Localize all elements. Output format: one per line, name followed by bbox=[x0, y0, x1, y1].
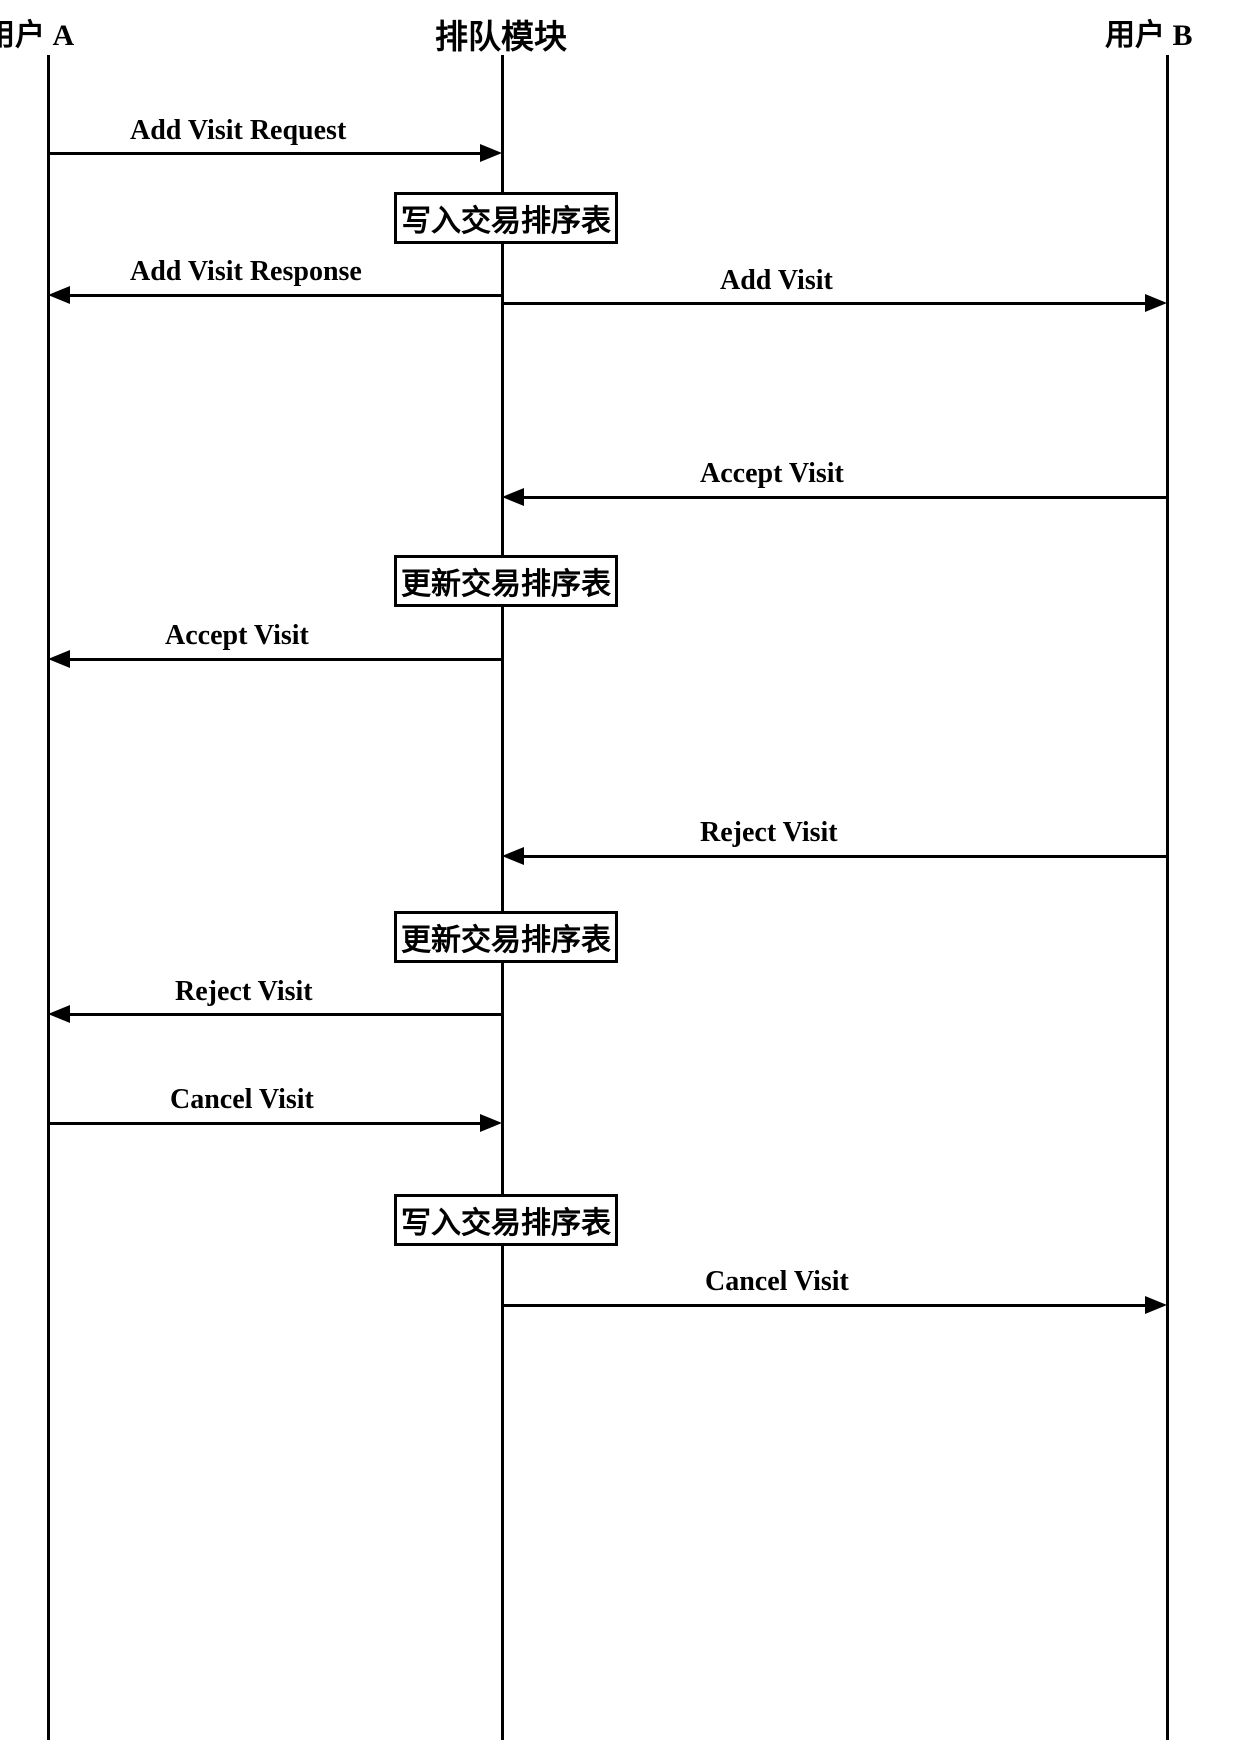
message-line-6 bbox=[68, 1013, 502, 1016]
actor-label-A: 用户 A bbox=[0, 10, 74, 54]
message-line-2 bbox=[502, 302, 1147, 305]
message-label-0: Add Visit Request bbox=[130, 115, 346, 147]
message-arrowhead-8 bbox=[1145, 1296, 1167, 1314]
message-line-4 bbox=[68, 658, 502, 661]
message-label-8: Cancel Visit bbox=[705, 1266, 849, 1298]
message-line-8 bbox=[502, 1304, 1147, 1307]
message-line-1 bbox=[68, 294, 502, 297]
message-arrowhead-1 bbox=[48, 286, 70, 304]
process-box-0: 写入交易排序表 bbox=[394, 192, 618, 244]
message-arrowhead-7 bbox=[480, 1114, 502, 1132]
message-arrowhead-5 bbox=[502, 847, 524, 865]
message-label-6: Reject Visit bbox=[175, 976, 313, 1008]
message-label-7: Cancel Visit bbox=[170, 1084, 314, 1116]
message-label-2: Add Visit bbox=[720, 265, 833, 297]
lifeline-A bbox=[47, 55, 50, 1740]
message-line-0 bbox=[48, 152, 482, 155]
process-box-3: 写入交易排序表 bbox=[394, 1194, 618, 1246]
message-label-5: Reject Visit bbox=[700, 817, 838, 849]
sequence-diagram: 用户 A 排队模块 用户 B Add Visit Request Add Visit R… bbox=[0, 0, 1240, 1758]
process-box-2: 更新交易排序表 bbox=[394, 911, 618, 963]
message-line-5 bbox=[522, 855, 1167, 858]
lifeline-M bbox=[501, 55, 504, 1740]
message-arrowhead-6 bbox=[48, 1005, 70, 1023]
message-label-1: Add Visit Response bbox=[130, 256, 362, 288]
message-arrowhead-2 bbox=[1145, 294, 1167, 312]
actor-label-M: 排队模块 bbox=[435, 10, 567, 58]
message-label-4: Accept Visit bbox=[165, 620, 309, 652]
message-line-7 bbox=[48, 1122, 482, 1125]
process-box-1: 更新交易排序表 bbox=[394, 555, 618, 607]
actor-label-B: 用户 B bbox=[1105, 10, 1193, 54]
message-arrowhead-4 bbox=[48, 650, 70, 668]
message-arrowhead-0 bbox=[480, 144, 502, 162]
message-line-3 bbox=[522, 496, 1167, 499]
message-label-3: Accept Visit bbox=[700, 458, 844, 490]
message-arrowhead-3 bbox=[502, 488, 524, 506]
